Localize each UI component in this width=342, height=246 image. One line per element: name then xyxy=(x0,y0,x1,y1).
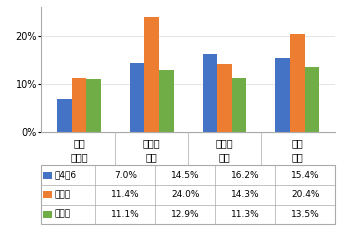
Text: 視べる: 視べる xyxy=(70,152,88,162)
Text: ２日: ２日 xyxy=(219,152,231,162)
Bar xyxy=(217,63,232,132)
Text: 11.4%: 11.4% xyxy=(111,190,140,199)
Bar xyxy=(203,54,217,132)
Text: ５日: ５日 xyxy=(146,152,158,162)
Text: 高校生: 高校生 xyxy=(55,210,71,219)
Text: 16.2%: 16.2% xyxy=(231,171,260,180)
Text: 11.3%: 11.3% xyxy=(231,210,260,219)
Text: ない: ない xyxy=(291,152,303,162)
Bar xyxy=(43,191,52,199)
Bar xyxy=(144,17,159,132)
Bar xyxy=(305,67,319,132)
Text: 週１～: 週１～ xyxy=(216,138,233,148)
Bar xyxy=(43,211,52,218)
Text: 7.0%: 7.0% xyxy=(114,171,137,180)
Text: 14.5%: 14.5% xyxy=(171,171,200,180)
Text: 20.4%: 20.4% xyxy=(291,190,319,199)
Bar xyxy=(159,70,173,132)
Bar xyxy=(86,79,101,132)
Text: 13.5%: 13.5% xyxy=(291,210,319,219)
Text: 24.0%: 24.0% xyxy=(171,190,200,199)
Text: 中学生: 中学生 xyxy=(55,190,71,199)
Bar xyxy=(290,34,305,132)
Text: 12.9%: 12.9% xyxy=(171,210,200,219)
Text: 週３～: 週３～ xyxy=(143,138,160,148)
Bar xyxy=(71,77,86,132)
Text: 図3　朝食の習慣とネット依存傾向: 図3 朝食の習慣とネット依存傾向 xyxy=(135,229,241,239)
Text: 視べ: 視べ xyxy=(291,138,303,148)
Bar xyxy=(275,58,290,132)
Bar xyxy=(232,78,246,132)
Bar xyxy=(57,99,71,132)
Text: 15.4%: 15.4% xyxy=(291,171,319,180)
Bar xyxy=(43,171,52,179)
Text: 11.1%: 11.1% xyxy=(111,210,140,219)
Text: 14.3%: 14.3% xyxy=(231,190,260,199)
Text: 小4～6: 小4～6 xyxy=(55,171,77,180)
Bar xyxy=(130,63,144,132)
Text: 毎日: 毎日 xyxy=(73,138,85,148)
